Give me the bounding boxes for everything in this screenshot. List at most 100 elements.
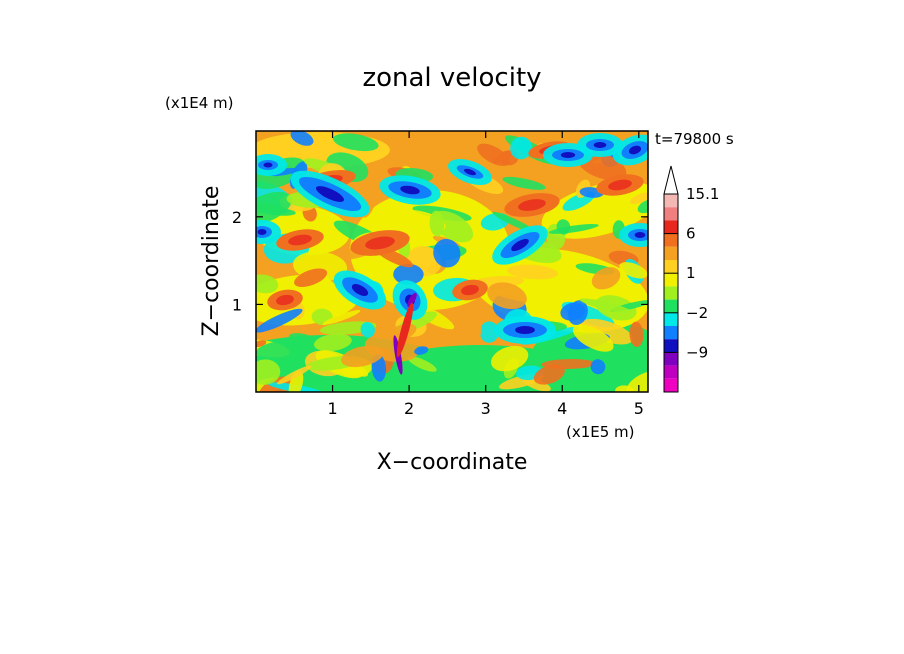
contour-patch (572, 324, 614, 352)
contour-patch (515, 326, 535, 334)
contour-patch (629, 321, 644, 348)
contour-patch (556, 219, 571, 235)
colorbar-band (664, 273, 678, 287)
contour-patch (591, 267, 621, 290)
colorbar-band (664, 286, 678, 300)
contour-patch (477, 143, 510, 166)
contour-patch (590, 359, 606, 375)
contour-patch (313, 333, 352, 352)
colorbar-label: −2 (686, 304, 708, 322)
contour-patch (263, 162, 273, 168)
contour-patch (360, 322, 375, 338)
contour-patch (288, 234, 312, 246)
contour-patch (333, 133, 379, 152)
contour-patch (619, 262, 648, 279)
colorbar-band (664, 194, 678, 208)
contour-patch (407, 356, 437, 372)
contour-patch (469, 315, 482, 339)
contour-patch (502, 176, 546, 190)
contour-patch (452, 308, 467, 328)
contour-patch (393, 263, 424, 285)
contour-patch (628, 145, 642, 155)
contour-patch (560, 152, 576, 158)
contour-patch (407, 292, 417, 308)
x-axis-ticks: 1 2 3 4 5 (327, 131, 644, 418)
contour-patch (294, 268, 328, 287)
colorbar-band (664, 378, 678, 392)
contour-patch (581, 318, 633, 345)
contour-patch (256, 340, 267, 347)
contour-patch (433, 238, 461, 268)
y-tick-label: 2 (232, 208, 242, 227)
contour-patch (429, 210, 445, 237)
contour-patch (365, 236, 395, 250)
contour-patch (461, 284, 479, 296)
contour-patch (608, 179, 632, 191)
colorbar-overflow-arrow (663, 165, 679, 195)
contour-patch (276, 294, 294, 306)
contour-patch (634, 232, 646, 238)
contour-patch (490, 345, 529, 372)
contour-patch (400, 185, 420, 195)
contour-patch (290, 131, 314, 146)
contour-field (256, 131, 648, 392)
colorbar-band (664, 312, 678, 326)
time-label: t=79800 s (655, 130, 734, 148)
contour-patch (256, 191, 292, 226)
y-axis-label: Z−coordinate (199, 186, 224, 337)
x-tick-label: 2 (404, 399, 414, 418)
colorbar-band (664, 246, 678, 260)
x-tick-label: 3 (481, 399, 491, 418)
contour-patch (541, 181, 648, 239)
colorbar-label: 1 (686, 264, 696, 282)
colorbar-band (664, 365, 678, 379)
colorbar (663, 165, 679, 393)
colorbar-label: 6 (686, 225, 696, 243)
contour-patch (511, 238, 529, 252)
contour-patch (487, 282, 527, 310)
plot-frame (255, 130, 649, 393)
contour-patch (256, 359, 281, 385)
contour-patch (593, 142, 607, 148)
contour-patch (396, 302, 414, 358)
contour-patch (414, 346, 429, 355)
contour-patch (315, 186, 345, 202)
x-axis-label: X−coordinate (377, 450, 528, 475)
y-tick-label: 1 (232, 295, 242, 314)
contour-patch (464, 168, 476, 176)
colorbar-band (664, 207, 678, 221)
contour-patch (341, 345, 384, 368)
colorbar-band (664, 220, 678, 234)
contour-patch (277, 365, 312, 385)
x-tick-label: 5 (634, 399, 644, 418)
colorbar-band (664, 352, 678, 366)
colorbar-label: 15.1 (686, 185, 719, 203)
contour-patch (257, 229, 267, 235)
colorbar-labels: 15.1 6 1 −2 −9 (664, 185, 719, 361)
chart-title: zonal velocity (362, 63, 541, 93)
x-tick-label: 1 (327, 399, 337, 418)
colorbar-band (664, 339, 678, 353)
colorbar-band (664, 233, 678, 247)
contour-patch (560, 302, 586, 321)
x-tick-label: 4 (557, 399, 567, 418)
contour-patch (507, 264, 559, 280)
contour-patch (510, 136, 533, 160)
contour-patch (351, 284, 369, 296)
contour-patch (322, 310, 361, 325)
colorbar-label: −9 (686, 343, 708, 361)
contour-patch (579, 298, 632, 314)
contour-patch (256, 340, 313, 361)
contour-patch (479, 321, 499, 343)
colorbar-band (664, 326, 678, 340)
x-unit-label: (x1E5 m) (566, 423, 635, 441)
y-axis-ticks: 12 (232, 208, 648, 314)
colorbar-band (664, 260, 678, 274)
y-unit-label: (x1E4 m) (165, 94, 234, 112)
contour-patch (637, 199, 648, 214)
colorbar-band (664, 299, 678, 313)
contour-patch (464, 346, 496, 366)
contour-patch (533, 364, 565, 385)
contour-patch (518, 199, 546, 211)
